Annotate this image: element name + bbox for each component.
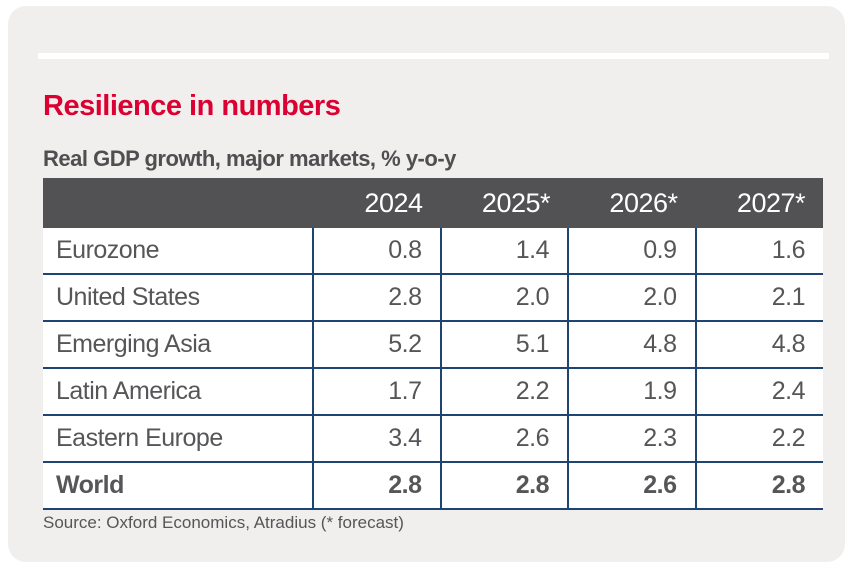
- value-cell: 2.8: [312, 274, 441, 322]
- header-cell-year: 2025*: [440, 178, 568, 228]
- page-title: Resilience in numbers: [43, 90, 341, 122]
- value-cell: 1.9: [567, 368, 696, 416]
- value-cell: 2.4: [694, 368, 823, 416]
- value-cell: 1.7: [312, 368, 441, 416]
- header-cell-year: 2026*: [568, 178, 696, 228]
- table-subtitle: Real GDP growth, major markets, % y-o-y: [43, 146, 456, 171]
- value-cell: 4.8: [694, 321, 823, 369]
- value-cell: 5.1: [439, 321, 568, 369]
- row-label: United States: [43, 274, 313, 322]
- value-cell: 2.8: [312, 462, 441, 510]
- value-cell: 2.0: [567, 274, 696, 322]
- header-cell-empty: [43, 178, 313, 228]
- row-label: Eastern Europe: [43, 415, 313, 463]
- value-cell: 3.4: [312, 415, 441, 463]
- table-row: Eastern Europe 3.4 2.6 2.3 2.2: [43, 415, 823, 463]
- row-label: World: [43, 462, 313, 510]
- table-row: Eurozone 0.8 1.4 0.9 1.6: [43, 228, 823, 275]
- value-cell: 1.6: [694, 228, 823, 275]
- top-divider: [38, 53, 829, 59]
- row-label: Latin America: [43, 368, 313, 416]
- value-cell: 0.9: [567, 228, 696, 275]
- value-cell: 2.6: [439, 415, 568, 463]
- value-cell: 2.8: [439, 462, 568, 510]
- value-cell: 1.4: [439, 228, 568, 275]
- header-cell-year: 2027*: [695, 178, 823, 228]
- value-cell: 2.6: [567, 462, 696, 510]
- value-cell: 2.1: [694, 274, 823, 322]
- value-cell: 0.8: [312, 228, 441, 275]
- table-row: Latin America 1.7 2.2 1.9 2.4: [43, 368, 823, 416]
- table-row-world-total: World 2.8 2.8 2.6 2.8: [43, 462, 823, 510]
- value-cell: 2.8: [694, 462, 823, 510]
- row-label: Emerging Asia: [43, 321, 313, 369]
- table-header-row: 2024 2025* 2026* 2027*: [43, 178, 823, 228]
- table-row: Emerging Asia 5.2 5.1 4.8 4.8: [43, 321, 823, 369]
- value-cell: 2.2: [694, 415, 823, 463]
- value-cell: 2.2: [439, 368, 568, 416]
- value-cell: 2.0: [439, 274, 568, 322]
- table-row: United States 2.8 2.0 2.0 2.1: [43, 274, 823, 322]
- gdp-growth-table: 2024 2025* 2026* 2027* Eurozone 0.8 1.4 …: [43, 178, 823, 510]
- value-cell: 2.3: [567, 415, 696, 463]
- value-cell: 5.2: [312, 321, 441, 369]
- row-label: Eurozone: [43, 228, 313, 275]
- content-card: Resilience in numbers Real GDP growth, m…: [8, 6, 845, 562]
- value-cell: 4.8: [567, 321, 696, 369]
- source-note: Source: Oxford Economics, Atradius (* fo…: [43, 513, 404, 532]
- header-cell-year: 2024: [313, 178, 441, 228]
